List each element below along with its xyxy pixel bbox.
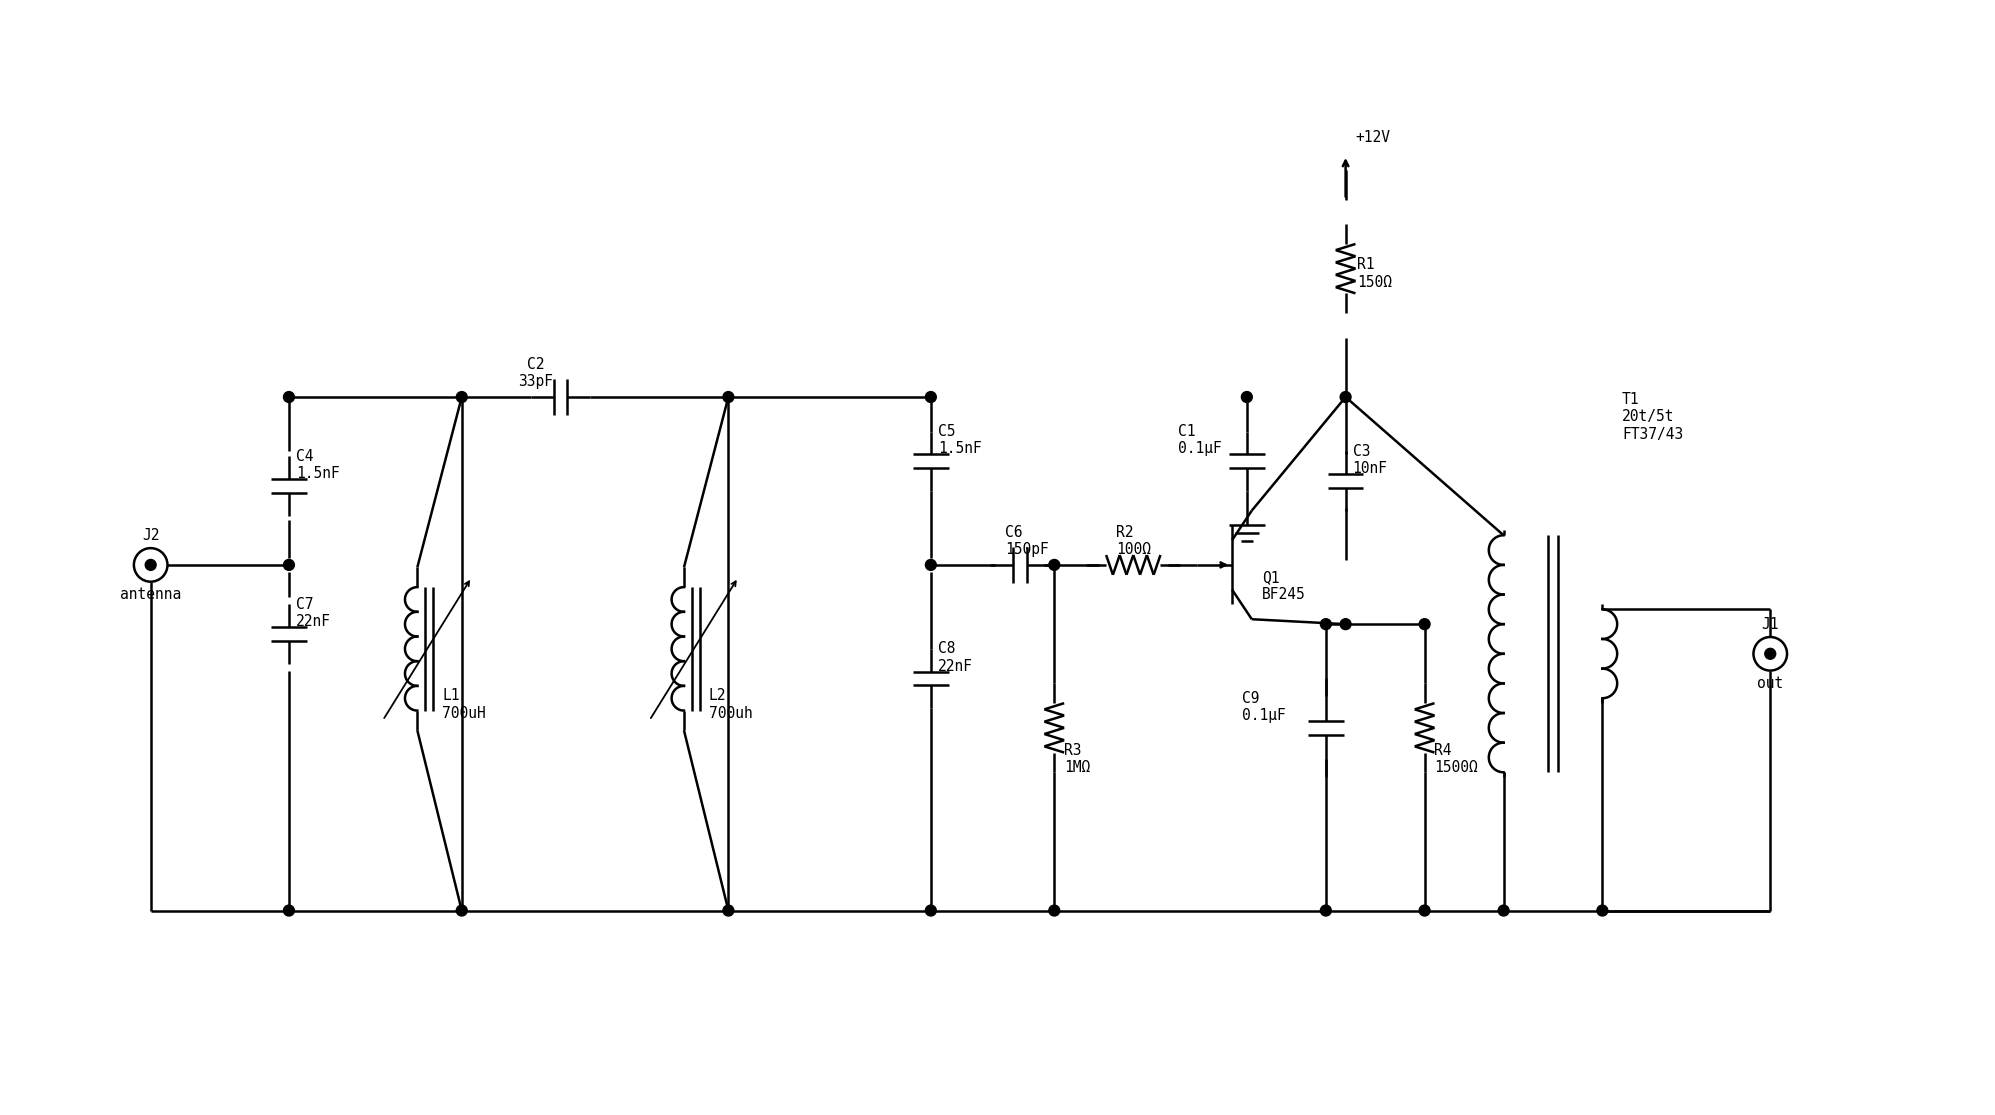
Text: C7
22nF: C7 22nF bbox=[295, 597, 331, 629]
Circle shape bbox=[926, 905, 936, 917]
Circle shape bbox=[1766, 648, 1776, 659]
Circle shape bbox=[926, 391, 936, 403]
Circle shape bbox=[283, 391, 295, 403]
Circle shape bbox=[457, 391, 467, 403]
Text: +12V: +12V bbox=[1355, 130, 1391, 145]
Circle shape bbox=[457, 905, 467, 917]
Text: C3
10nF: C3 10nF bbox=[1353, 444, 1387, 476]
Circle shape bbox=[1049, 560, 1059, 571]
Circle shape bbox=[1418, 905, 1430, 917]
Text: out: out bbox=[1758, 676, 1784, 690]
Circle shape bbox=[722, 391, 734, 403]
Circle shape bbox=[1498, 905, 1508, 917]
Circle shape bbox=[283, 560, 295, 571]
Circle shape bbox=[1049, 905, 1059, 917]
Text: J1: J1 bbox=[1762, 617, 1780, 632]
Text: C5
1.5nF: C5 1.5nF bbox=[938, 424, 982, 456]
Text: C8
22nF: C8 22nF bbox=[938, 641, 974, 673]
Circle shape bbox=[1241, 391, 1253, 403]
Text: antenna: antenna bbox=[120, 586, 182, 602]
Circle shape bbox=[1418, 619, 1430, 630]
Circle shape bbox=[1754, 637, 1788, 670]
Text: R4
1500Ω: R4 1500Ω bbox=[1434, 743, 1478, 775]
Text: Q1
BF245: Q1 BF245 bbox=[1261, 570, 1305, 602]
Text: C4
1.5nF: C4 1.5nF bbox=[295, 448, 339, 481]
Circle shape bbox=[1596, 905, 1608, 917]
Text: T1
20t/5t
FT37/43: T1 20t/5t FT37/43 bbox=[1622, 392, 1684, 442]
Circle shape bbox=[1341, 619, 1351, 630]
Circle shape bbox=[146, 560, 156, 571]
Text: L1
700uH: L1 700uH bbox=[443, 688, 485, 720]
Text: C2
33pF: C2 33pF bbox=[519, 357, 553, 389]
Text: J2: J2 bbox=[142, 529, 160, 543]
Circle shape bbox=[134, 549, 168, 582]
Text: R1
150Ω: R1 150Ω bbox=[1357, 258, 1393, 290]
Text: C9
0.1µF: C9 0.1µF bbox=[1243, 690, 1285, 723]
Circle shape bbox=[926, 560, 936, 571]
Circle shape bbox=[1341, 391, 1351, 403]
Circle shape bbox=[1321, 905, 1331, 917]
Text: R3
1MΩ: R3 1MΩ bbox=[1063, 743, 1091, 775]
Text: C1
0.1µF: C1 0.1µF bbox=[1177, 424, 1221, 456]
Circle shape bbox=[1321, 619, 1331, 630]
Circle shape bbox=[722, 905, 734, 917]
Text: L2
700uh: L2 700uh bbox=[708, 688, 752, 720]
Circle shape bbox=[283, 905, 295, 917]
Text: C6
150pF: C6 150pF bbox=[1005, 524, 1049, 558]
Text: R2
100Ω: R2 100Ω bbox=[1117, 524, 1151, 558]
